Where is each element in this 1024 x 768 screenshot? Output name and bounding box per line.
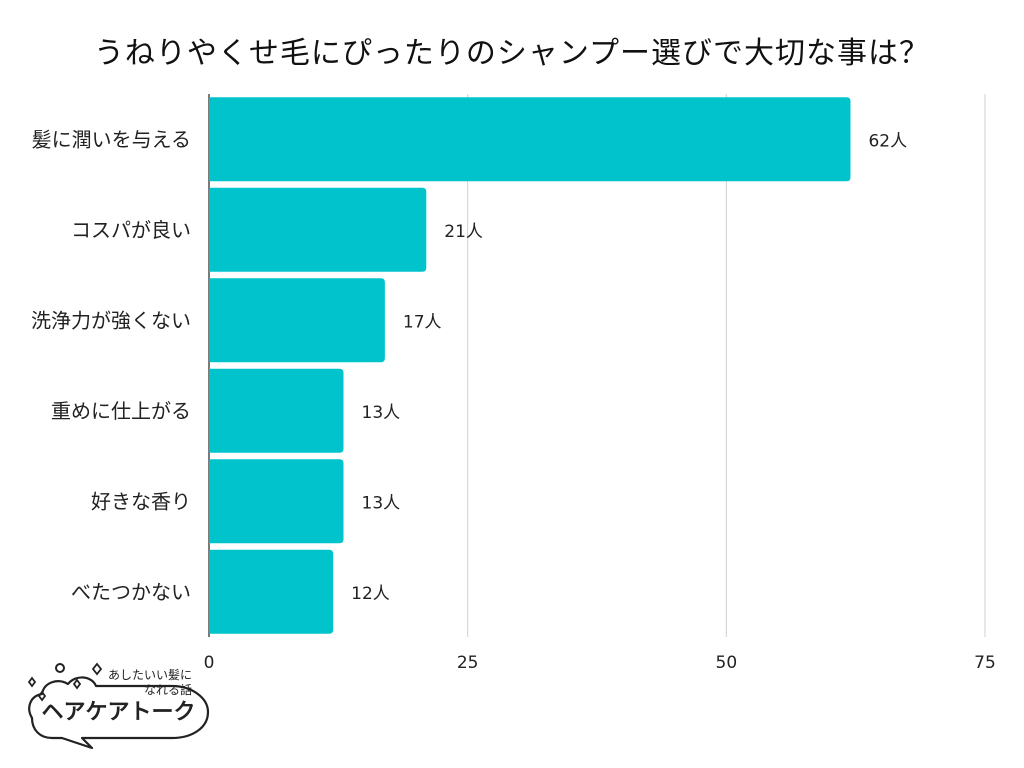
- logo-dot: [55, 663, 65, 673]
- x-tick-label: 50: [716, 653, 738, 673]
- data-label: 12人: [351, 584, 390, 604]
- x-tick-label: 75: [974, 653, 996, 673]
- category-label: 好きな香り: [91, 489, 191, 513]
- logo-sparkle-icon: [37, 690, 47, 702]
- data-label: 21人: [444, 222, 483, 242]
- hair-care-talk-logo: [27, 662, 210, 750]
- category-label: 髪に潤いを与える: [32, 127, 191, 151]
- logo-name: ヘアケアトーク: [41, 700, 196, 725]
- bar: [209, 187, 427, 272]
- category-label: 洗浄力が強くない: [31, 308, 191, 332]
- logo-sparkle-icon: [27, 676, 37, 688]
- x-tick-label: 25: [457, 653, 479, 673]
- bar: [209, 459, 344, 544]
- grid-lines: [208, 94, 986, 637]
- logo-sparkle-icon: [91, 662, 103, 676]
- chart-title: うねりやくせ毛にぴったりのシャンプー選びで大切な事は？: [93, 36, 931, 71]
- data-label: 13人: [362, 493, 401, 513]
- logo-subtitle: あしたいい髪に なれる話: [107, 668, 192, 697]
- category-label: コスパが良い: [71, 218, 191, 242]
- bar: [209, 278, 385, 363]
- data-label: 17人: [403, 312, 442, 332]
- logo-sparkle-icon: [72, 678, 82, 690]
- bar: [209, 549, 334, 634]
- x-tick-label: 0: [204, 653, 215, 673]
- bar: [209, 368, 344, 453]
- data-label: 13人: [362, 403, 401, 423]
- bars: [209, 97, 851, 634]
- category-label: べたつかない: [71, 580, 191, 604]
- x-tick-labels: 0 25 50 75: [204, 653, 996, 673]
- value-labels: 62人 21人 17人 13人 13人 12人: [351, 131, 907, 604]
- data-label: 62人: [868, 131, 907, 151]
- category-label: 重めに仕上がる: [51, 399, 191, 423]
- logo-bubble-outline: [28, 676, 210, 750]
- bar: [209, 97, 851, 182]
